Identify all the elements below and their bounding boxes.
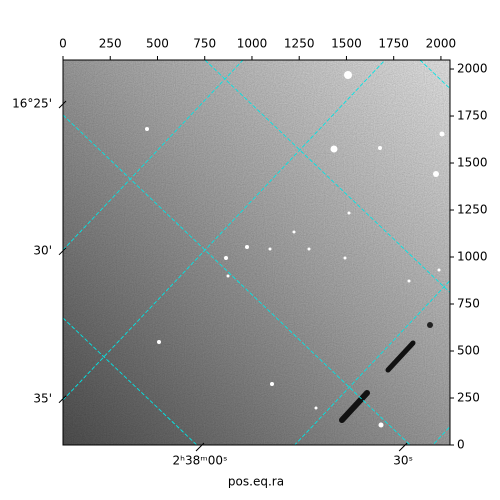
x-tick-label: 2000 [426, 37, 457, 51]
x-tick-label: 0 [59, 37, 67, 51]
y-tick-label: 2000 [457, 62, 488, 76]
ra-tick [398, 442, 408, 452]
ra-tick [195, 442, 205, 452]
image [63, 60, 450, 445]
y-tick-label: 1250 [457, 203, 488, 217]
x-tick-label: 1000 [237, 37, 268, 51]
ra-tick-label: 30ˢ [393, 454, 413, 468]
y-tick-label: 0 [457, 438, 465, 452]
x-axis-label: pos.eq.ra [228, 475, 284, 489]
dec-tick [58, 247, 67, 256]
ra-tick-label: 2ʰ38ᵐ00ˢ [173, 454, 228, 468]
x-tick-label: 500 [146, 37, 169, 51]
dec-tick-label: 16°25' [12, 96, 52, 110]
dec-tick [58, 395, 67, 404]
x-tick-label: 1250 [284, 37, 315, 51]
dec-tick-label: 30' [33, 243, 52, 257]
x-tick-label: 250 [99, 37, 122, 51]
frame [62, 59, 451, 446]
x-tick-label: 1500 [331, 37, 362, 51]
y-tick-label: 500 [457, 344, 480, 358]
dec-tick [58, 100, 67, 109]
y-tick-label: 250 [457, 391, 480, 405]
dec-tick-label: 35' [33, 391, 52, 405]
y-tick-label: 1750 [457, 109, 488, 123]
x-tick-label: 750 [193, 37, 216, 51]
y-tick-label: 1000 [457, 250, 488, 264]
y-tick-label: 1500 [457, 156, 488, 170]
y-tick-label: 750 [457, 297, 480, 311]
x-tick-label: 1750 [378, 37, 409, 51]
